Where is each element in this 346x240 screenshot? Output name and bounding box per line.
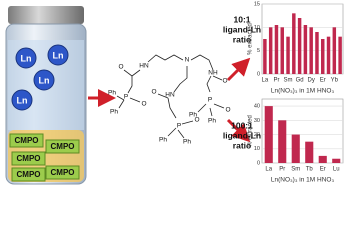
- ratio-label: ligand-Ln: [223, 24, 261, 34]
- x-tick-label: Er: [320, 78, 326, 84]
- atom-label: P: [177, 123, 181, 130]
- ligand-box: [11, 167, 46, 182]
- ion-label: Ln: [21, 53, 32, 63]
- x-tick-label: Tb: [306, 167, 314, 173]
- y-tick-label: 0: [257, 71, 260, 77]
- y-tick-label: 0: [257, 160, 260, 166]
- y-tick-label: 15: [254, 1, 260, 7]
- ion: [33, 69, 55, 91]
- ion-label: Ln: [39, 75, 50, 85]
- bar: [318, 155, 327, 163]
- ratio-label: 10:1: [233, 14, 250, 24]
- atom-label: HN: [139, 63, 149, 70]
- bar: [321, 39, 325, 74]
- ion: [15, 47, 37, 69]
- bar: [303, 25, 308, 74]
- x-tick-label: La: [265, 167, 272, 173]
- y-axis-label: % extracted: [248, 115, 254, 147]
- x-tick-label: Pr: [273, 78, 279, 84]
- atom-label: P: [124, 94, 128, 101]
- x-tick-label: Yb: [331, 78, 339, 84]
- arrow: [226, 118, 251, 143]
- atom-label: Ph: [183, 139, 191, 146]
- atom-label: O: [225, 107, 230, 114]
- atom-label: Ph: [208, 118, 216, 125]
- atom-label: P: [208, 97, 212, 104]
- bar: [291, 134, 300, 163]
- atom-label: O: [141, 101, 146, 108]
- ligand-label: CMPO: [17, 170, 41, 179]
- bar: [332, 158, 341, 163]
- x-tick-label: Er: [320, 167, 326, 173]
- bar: [263, 39, 267, 74]
- atom-label: Ph: [159, 137, 167, 144]
- vial-cap: [8, 6, 84, 24]
- bar: [309, 27, 313, 74]
- ratio-label: 100:1: [231, 120, 253, 130]
- y-tick-label: 10: [254, 25, 260, 31]
- ligand-box: [11, 151, 46, 166]
- plot-frame: [261, 98, 344, 164]
- bar: [332, 27, 337, 74]
- bar: [278, 120, 287, 163]
- ligand-label: CMPO: [51, 168, 75, 177]
- ligand-box: [45, 165, 80, 180]
- bar: [338, 36, 342, 74]
- x-tick-label: Lu: [333, 167, 340, 173]
- y-axis-label: % extracted: [248, 23, 254, 55]
- atom-label: Ph: [110, 109, 118, 116]
- bar: [264, 106, 273, 163]
- arrow: [226, 57, 251, 82]
- y-tick-label: 20: [254, 132, 260, 138]
- y-tick-label: 5: [257, 48, 260, 54]
- bar: [326, 36, 331, 74]
- atom-label: O: [194, 117, 199, 124]
- atom-label: O: [222, 78, 227, 85]
- ligand-box: [9, 133, 44, 148]
- atom-label: O: [118, 64, 123, 71]
- atom-label: Ph: [108, 90, 116, 97]
- bar: [274, 25, 279, 74]
- bar: [305, 141, 314, 163]
- bar: [292, 13, 296, 75]
- atom-label: HN: [165, 92, 175, 99]
- x-tick-label: Gd: [296, 78, 304, 84]
- ratio-label: ratio: [233, 140, 251, 150]
- ion-label: Ln: [17, 95, 28, 105]
- atom-label: NH: [208, 70, 218, 77]
- y-tick-label: 30: [254, 118, 260, 124]
- bar: [315, 32, 319, 74]
- bar: [280, 27, 284, 74]
- ligand-label: CMPO: [51, 142, 75, 151]
- x-tick-label: Sm: [284, 78, 293, 84]
- x-axis-label: Ln(NO₃)₃ in 1M HNO₃: [271, 88, 335, 95]
- ion: [11, 89, 33, 111]
- ligand-label: CMPO: [15, 136, 39, 145]
- atom-label: Ph: [189, 112, 197, 119]
- bar: [297, 18, 302, 74]
- ligand-box: [45, 139, 80, 154]
- bar: [268, 27, 273, 74]
- x-tick-label: Pr: [279, 167, 285, 173]
- x-tick-label: Dy: [308, 78, 315, 84]
- structure-bonds: [116, 54, 225, 139]
- ion: [47, 44, 69, 66]
- atom-label: N: [185, 57, 190, 64]
- atom-label: O: [151, 89, 156, 96]
- ion-label: Ln: [53, 50, 64, 60]
- ratio-label: ratio: [233, 34, 251, 44]
- bar: [286, 36, 290, 74]
- y-tick-label: 10: [254, 146, 260, 152]
- x-tick-label: Sm: [291, 167, 300, 173]
- ratio-label: ligand-Ln: [223, 130, 261, 140]
- x-tick-label: La: [262, 78, 269, 84]
- x-axis-label: Ln(NO₃)₃ in 1M HNO₃: [271, 177, 335, 184]
- y-tick-label: 40: [254, 104, 260, 110]
- plot-frame: [261, 3, 344, 75]
- ligand-label: CMPO: [17, 154, 41, 163]
